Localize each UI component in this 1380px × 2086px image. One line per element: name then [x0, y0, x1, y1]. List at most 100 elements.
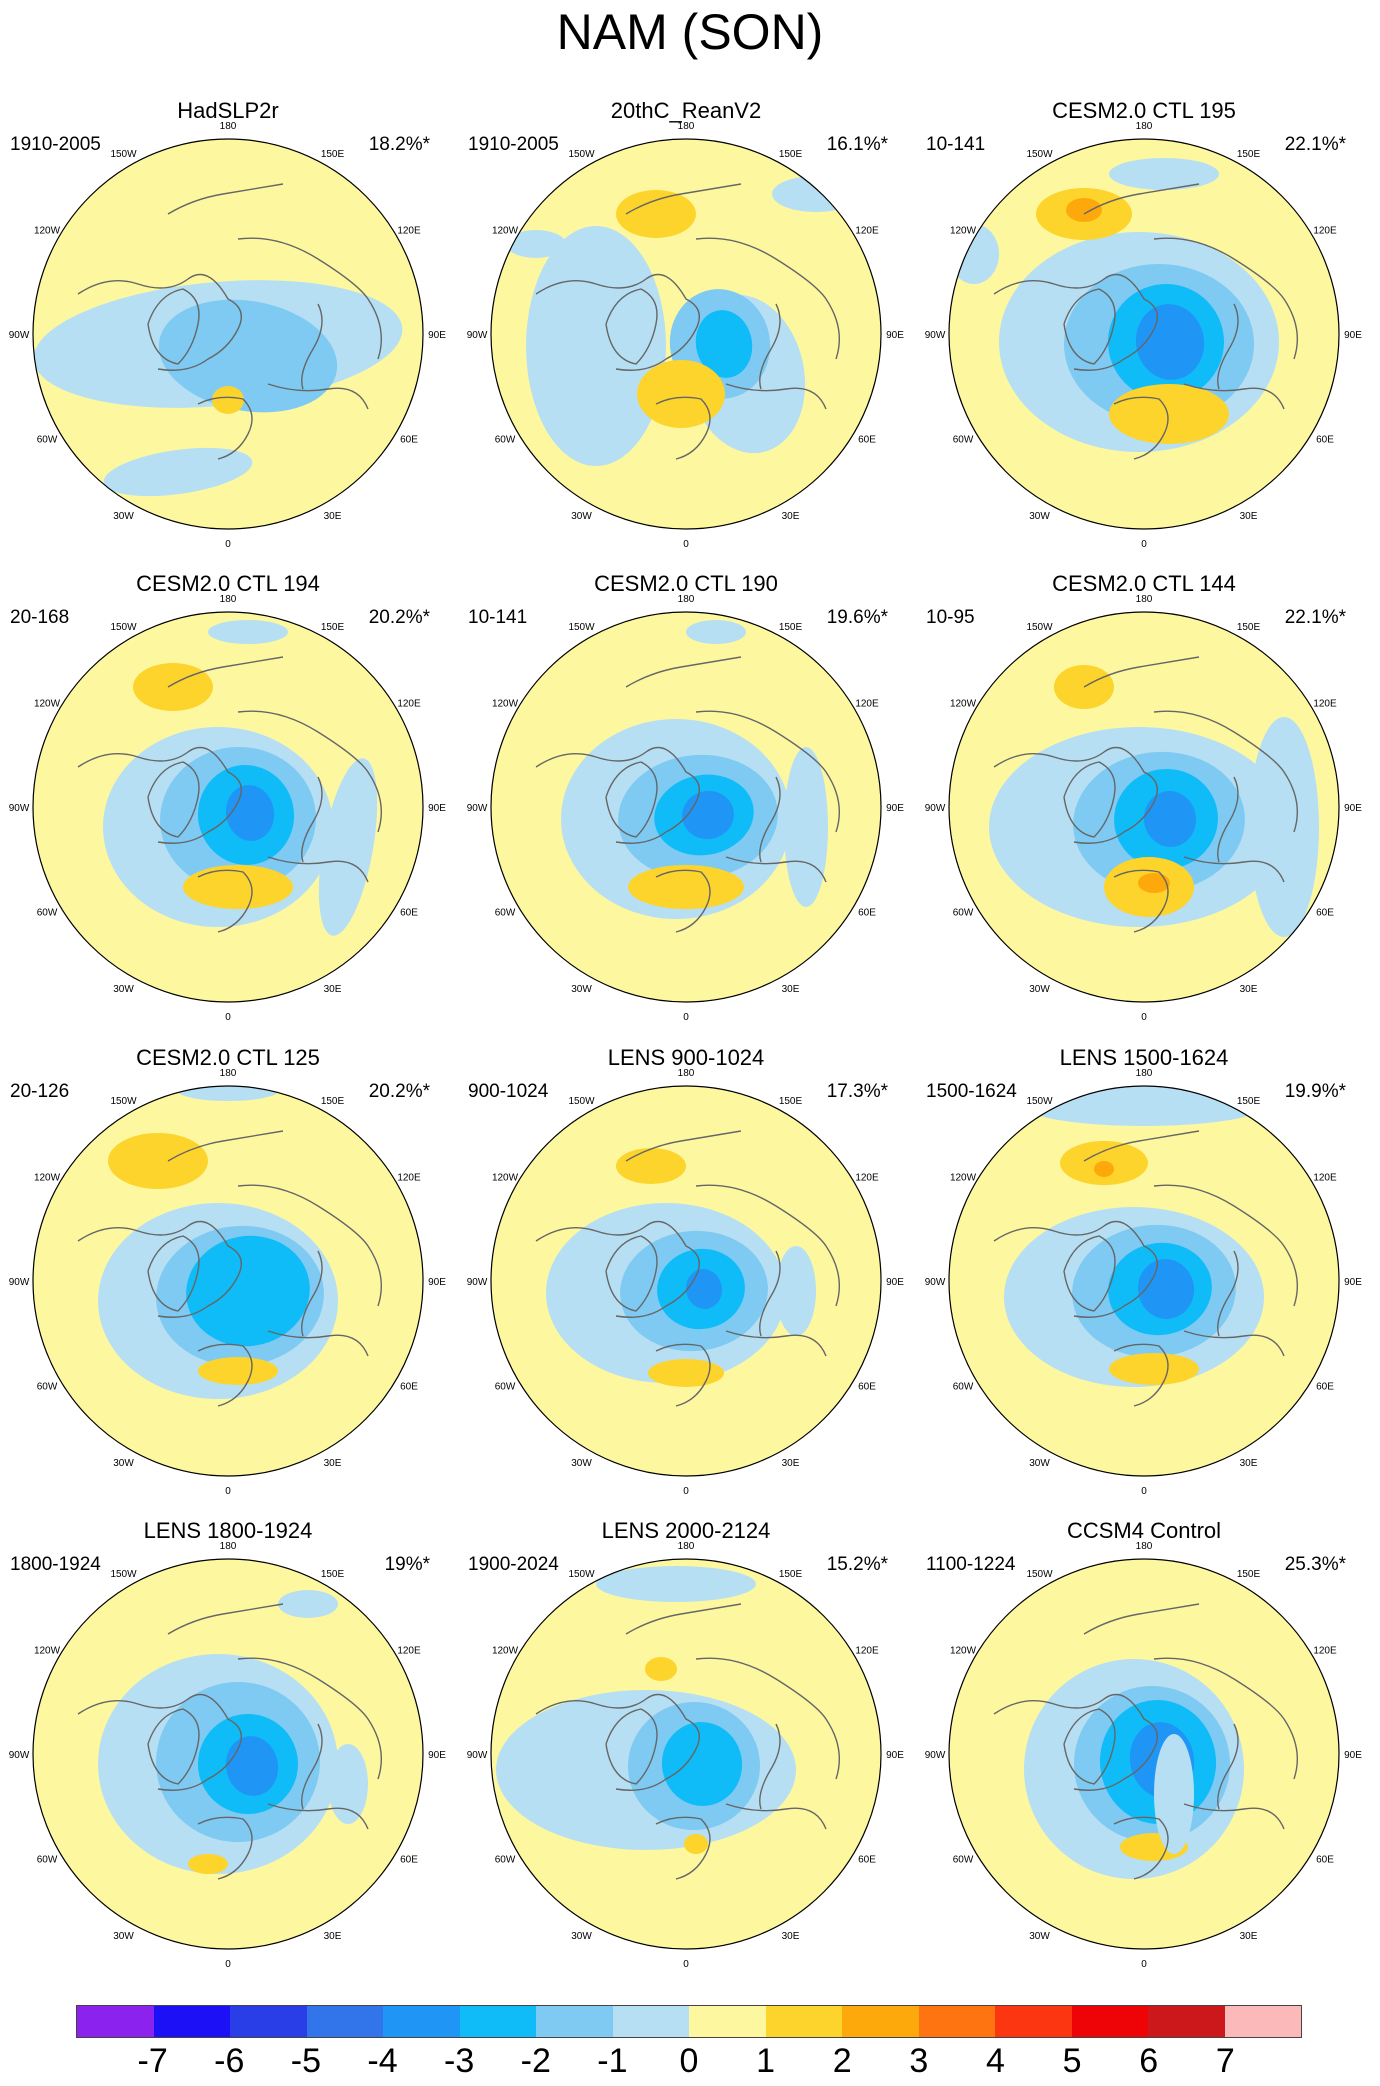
longitude-label: 0: [1141, 1486, 1147, 1497]
colorbar-swatch: [306, 2006, 383, 2037]
anomaly-contour: [133, 663, 213, 711]
anomaly-contour: [225, 1736, 279, 1796]
anomaly-contour: [637, 360, 725, 428]
longitude-label: 30E: [324, 1458, 342, 1469]
longitude-label: 60E: [400, 1382, 418, 1393]
longitude-label: 150W: [1026, 1096, 1053, 1107]
map-boundary: [32, 1085, 424, 1477]
longitude-label: 90E: [1344, 1277, 1362, 1288]
longitude-label: 90W: [925, 803, 946, 814]
longitude-label: 30W: [571, 1458, 592, 1469]
longitude-label: 90W: [925, 1277, 946, 1288]
anomaly-contour: [108, 1133, 208, 1189]
colorbar-swatch: [689, 2006, 766, 2037]
longitude-label: 90E: [428, 1750, 446, 1761]
longitude-label: 150W: [110, 622, 137, 633]
longitude-label: 0: [1141, 539, 1147, 550]
longitude-label: 120W: [34, 1646, 61, 1657]
colorbar-swatch: [765, 2006, 842, 2037]
panel-period: 1100-1224: [926, 1554, 1016, 1575]
panel-variance-explained: 19.9%*: [1284, 1081, 1346, 1102]
map-panel: 180 150E 120E 90E 60E 30E 0 30W 60W 90W 120W 150W LE…: [916, 1045, 1372, 1515]
polar-map: 180 150E 120E 90E 60E 30E 0 30W 60W 90W 120W 150W: [925, 121, 1363, 550]
anomaly-contour: [684, 1834, 708, 1854]
longitude-label: 150E: [321, 1096, 345, 1107]
map-panel: 180 150E 120E 90E 60E 30E 0 30W 60W 90W 120W 150W CE…: [916, 571, 1372, 1041]
longitude-label: 120E: [397, 226, 421, 237]
longitude-label: 30W: [113, 1458, 134, 1469]
panel-title: CESM2.0 CTL 194: [136, 571, 320, 596]
longitude-label: 60W: [37, 1382, 58, 1393]
map-boundary: [948, 611, 1340, 1003]
longitude-label: 150E: [1237, 1569, 1261, 1580]
longitude-label: 150W: [1026, 149, 1053, 160]
panel-variance-explained: 22.1%*: [1284, 607, 1346, 628]
panel-title: 20thC_ReanV2: [610, 98, 762, 123]
colorbar-tick-label: 1: [756, 2042, 776, 2080]
map-boundary: [32, 138, 424, 530]
longitude-label: 90E: [428, 330, 446, 341]
longitude-label: 60E: [400, 1855, 418, 1866]
longitude-label: 30E: [1240, 1931, 1258, 1942]
longitude-label: 180: [220, 594, 237, 605]
anomaly-contour: [1094, 1161, 1114, 1177]
longitude-label: 60E: [400, 435, 418, 446]
map-boundary: [32, 611, 424, 1003]
anomaly-contour: [318, 758, 378, 936]
colorbar-tick-label: 4: [986, 2042, 1005, 2080]
colorbar-tick-label: 3: [909, 2042, 929, 2080]
polar-map: 180 150E 120E 90E 60E 30E 0 30W 60W 90W 120W 150W: [467, 121, 905, 550]
longitude-label: 0: [683, 1486, 689, 1497]
longitude-label: 120E: [1313, 1646, 1337, 1657]
panel-title: HadSLP2r: [177, 98, 279, 123]
colorbar-labels: -7 -6 -5 -4 -3 -2 -1 0 1 2 3 4 5 6 7: [0, 2040, 1380, 2086]
longitude-label: 60W: [495, 1855, 516, 1866]
anomaly-contour: [1024, 1086, 1264, 1126]
anomaly-contour: [178, 1086, 278, 1101]
anomaly-contour: [1135, 304, 1205, 380]
longitude-label: 60E: [1316, 435, 1334, 446]
longitude-label: 150W: [1026, 622, 1053, 633]
anomaly-contour: [188, 1854, 228, 1874]
longitude-label: 90E: [1344, 803, 1362, 814]
longitude-label: 0: [225, 1959, 231, 1970]
longitude-label: 60W: [495, 435, 516, 446]
map-panel: 180 150E 120E 90E 60E 30E 0 30W 60W 90W 120W 150W LE…: [0, 1518, 456, 1988]
longitude-label: 30E: [782, 984, 800, 995]
longitude-label: 30E: [324, 984, 342, 995]
anomaly-contour: [212, 386, 244, 414]
longitude-label: 30W: [1029, 511, 1050, 522]
anomaly-contour: [1143, 791, 1197, 847]
longitude-label: 180: [678, 1541, 695, 1552]
longitude-label: 60E: [858, 435, 876, 446]
longitude-label: 150E: [321, 149, 345, 160]
anomaly-contour: [1249, 717, 1319, 937]
longitude-label: 120E: [855, 1173, 879, 1184]
map-boundary: [490, 611, 882, 1003]
longitude-label: 120E: [397, 699, 421, 710]
colorbar-tick-label: -3: [444, 2042, 475, 2080]
anomaly-contour: [596, 1566, 756, 1602]
panel-title: LENS 900-1024: [607, 1045, 765, 1070]
map-panel: 180 150E 120E 90E 60E 30E 0 30W 60W 90W 120W 150W LE…: [458, 1518, 914, 1988]
coastlines: [77, 1603, 383, 1880]
polar-map: 180 150E 120E 90E 60E 30E 0 30W 60W 90W 120W 150W: [9, 121, 447, 550]
longitude-label: 120W: [34, 1173, 61, 1184]
anomaly-contour: [506, 230, 566, 258]
longitude-label: 90E: [428, 803, 446, 814]
colorbar-swatch: [77, 2006, 154, 2037]
longitude-label: 120E: [1313, 699, 1337, 710]
coastlines: [535, 1603, 841, 1880]
map-boundary: [490, 138, 882, 530]
longitude-label: 180: [220, 1541, 237, 1552]
longitude-label: 90E: [428, 1277, 446, 1288]
longitude-label: 120W: [950, 1646, 977, 1657]
panel-period: 1900-2024: [468, 1554, 559, 1575]
longitude-label: 60E: [858, 908, 876, 919]
longitude-label: 30W: [571, 511, 592, 522]
longitude-label: 150E: [1237, 149, 1261, 160]
panel-variance-explained: 16.1%*: [826, 134, 888, 155]
map-panel: 180 150E 120E 90E 60E 30E 0 30W 60W 90W 120W 150W CE…: [0, 571, 456, 1041]
longitude-label: 120E: [1313, 1173, 1337, 1184]
colorbar-tick-label: 0: [679, 2042, 699, 2080]
